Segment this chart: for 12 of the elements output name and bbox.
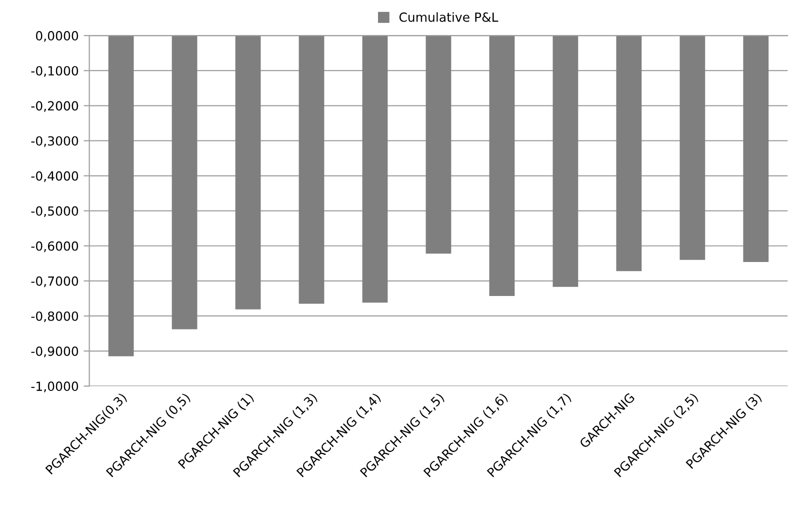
legend-label: Cumulative P&L (399, 12, 498, 22)
y-tick-label: -0,9000 (31, 346, 78, 358)
y-tick-label: -0,1000 (31, 66, 78, 77)
y-tick-label: -0,3000 (31, 136, 78, 147)
y-tick-label: -0,5000 (31, 206, 78, 218)
y-tick-label: -0,7000 (31, 276, 78, 288)
y-tick-label: 0,0000 (36, 31, 78, 42)
y-tick-label: -0,2000 (31, 101, 78, 112)
y-tick-label: -0,8000 (31, 311, 78, 322)
y-tick-label: -0,6000 (31, 241, 78, 252)
y-tick-label: -1,0000 (31, 382, 78, 392)
y-tick-label: -0,4000 (31, 171, 78, 182)
